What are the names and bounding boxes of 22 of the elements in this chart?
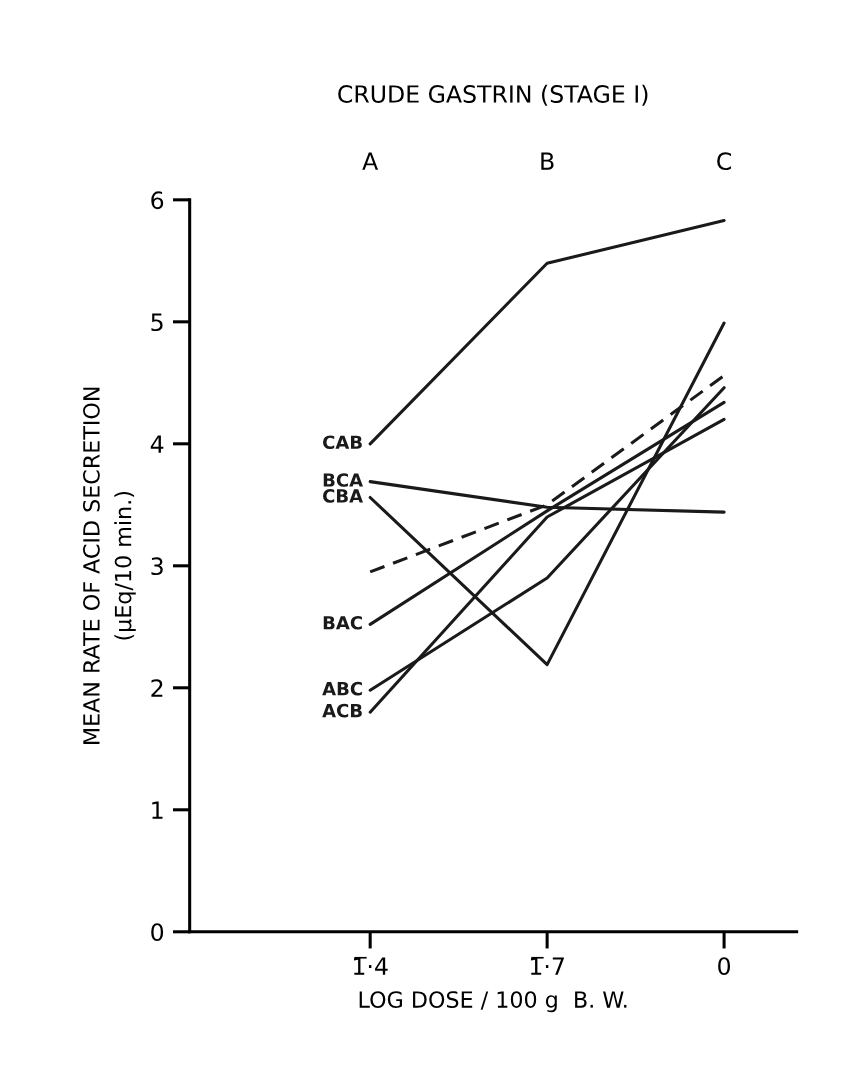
y-tick-label: 3 [151, 557, 163, 576]
x-tick-label: 1̅·7 [530, 956, 564, 975]
chart-title: CRUDE GASTRIN (STAGE I) [338, 84, 648, 106]
y-tick-label: 4 [150, 435, 164, 453]
y-tick-label: 1 [152, 801, 163, 819]
y-tick-label: 5 [151, 313, 163, 332]
y-tick-label: 0 [151, 923, 164, 942]
text: A [362, 152, 379, 170]
x-tick-label: 1̅·4 [353, 956, 388, 975]
x-tick-label: 0 [718, 957, 731, 976]
text: C [717, 152, 732, 171]
series-label: ACB [322, 703, 362, 718]
series-label: CAB [323, 435, 362, 450]
series-label: CBA [323, 489, 363, 503]
x-axis-title: LOG DOSE / 100 g B. W. [359, 991, 627, 1013]
y-axis-title: MEAN RATE OF ACID SECRETION (µEq/10 min.) [83, 387, 136, 744]
text: B [541, 152, 554, 170]
series-label: ABC [322, 681, 362, 696]
y-tick-label: 6 [151, 191, 164, 210]
y-tick-label: 2 [151, 679, 163, 697]
series-label: BCA [323, 473, 363, 487]
series-label: BAC [323, 615, 362, 630]
